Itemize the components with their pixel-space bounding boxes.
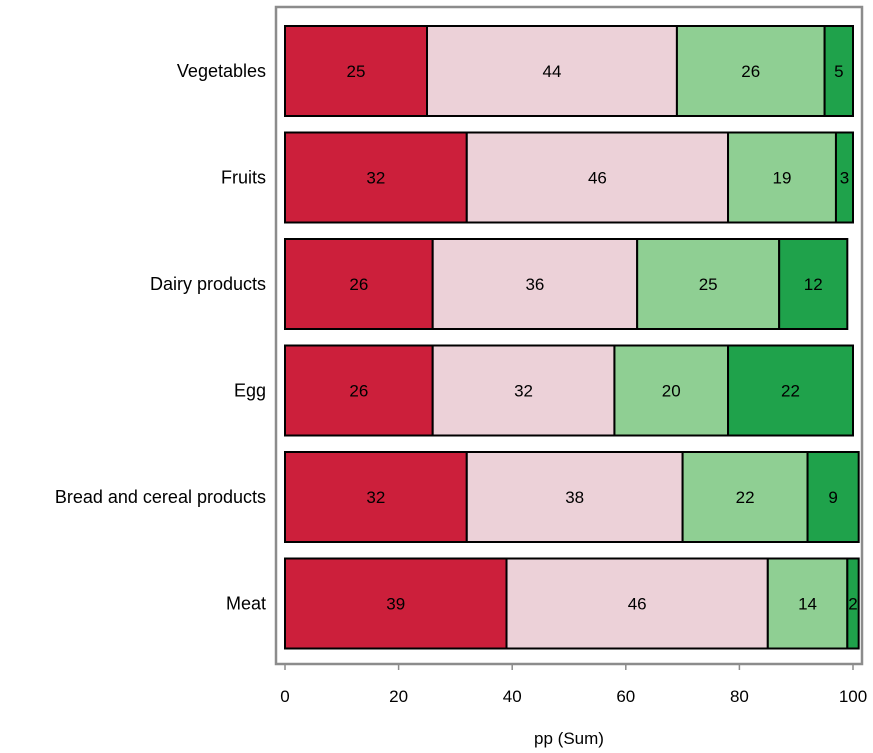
bar-segment-dairy-products-1: [431, 238, 639, 330]
category-label-dairy-products: Dairy products: [150, 274, 266, 294]
category-label-meat: Meat: [226, 594, 266, 614]
category-label-egg: Egg: [234, 381, 266, 401]
x-tick-label: 20: [389, 687, 408, 706]
bar-segment-vegetables-3: [823, 25, 854, 117]
data-label-fruits-3: 3: [840, 169, 849, 188]
bar-segment-fruits-3: [834, 131, 855, 224]
x-axis-title: pp (Sum): [534, 729, 604, 748]
bars-layer: 25 44 26 5 32 46 19 3 26 36 25 12 26 32 20 22 32 38 22 9 39 4…: [284, 25, 860, 650]
x-tick-label: 40: [503, 687, 522, 706]
x-axis: 0 20 40 60 80 100: [280, 664, 867, 706]
x-tick-label: 80: [730, 687, 749, 706]
bar-segment-fruits-2: [727, 131, 837, 224]
bar-segment-dairy-products-0: [284, 238, 434, 330]
data-label-vegetables-0: 25: [347, 62, 366, 81]
data-label-fruits-2: 19: [773, 169, 792, 188]
data-label-egg-0: 26: [349, 382, 368, 401]
data-label-dairy-products-0: 26: [349, 275, 368, 294]
bar-segment-vegetables-1: [426, 25, 678, 117]
bar-segment-bread-and-cereal-products-1: [465, 451, 684, 543]
data-label-bread-and-cereal-products-1: 38: [565, 488, 584, 507]
bar-segment-meat-2: [766, 557, 849, 650]
plot-area-frame: [274, 5, 864, 666]
bar-segment-egg-1: [431, 344, 616, 437]
bar-segment-egg-0: [284, 344, 434, 437]
x-tick-label: 100: [839, 687, 867, 706]
data-label-vegetables-1: 44: [542, 62, 561, 81]
data-label-dairy-products-1: 36: [525, 275, 544, 294]
bar-segment-vegetables-0: [284, 25, 428, 117]
data-label-vegetables-2: 26: [741, 62, 760, 81]
bar-segment-fruits-0: [284, 131, 468, 224]
data-label-dairy-products-3: 12: [804, 275, 823, 294]
data-label-meat-2: 14: [798, 595, 817, 614]
data-label-egg-2: 20: [662, 382, 681, 401]
bar-segment-meat-1: [505, 557, 769, 650]
bar-segment-fruits-1: [465, 131, 730, 224]
data-label-bread-and-cereal-products-0: 32: [366, 488, 385, 507]
x-tick-label: 60: [616, 687, 635, 706]
data-label-fruits-1: 46: [588, 169, 607, 188]
bar-segment-bread-and-cereal-products-0: [284, 451, 468, 543]
category-label-vegetables: Vegetables: [177, 61, 266, 81]
bar-segment-dairy-products-3: [778, 238, 849, 330]
category-label-fruits: Fruits: [221, 168, 266, 188]
data-label-bread-and-cereal-products-2: 22: [736, 488, 755, 507]
data-label-dairy-products-2: 25: [699, 275, 718, 294]
data-label-bread-and-cereal-products-3: 9: [828, 488, 837, 507]
data-label-meat-1: 46: [628, 595, 647, 614]
data-label-egg-3: 22: [781, 382, 800, 401]
bar-segment-bread-and-cereal-products-3: [806, 451, 860, 543]
category-labels: Vegetables Fruits Dairy products Egg Bread a…: [55, 61, 266, 614]
bar-segment-meat-3: [846, 557, 860, 650]
data-label-meat-0: 39: [386, 595, 405, 614]
bar-segment-egg-3: [727, 344, 854, 437]
category-label-bread-and-cereal-products: Bread and cereal products: [55, 487, 266, 507]
x-tick-label: 0: [280, 687, 289, 706]
bar-segment-meat-0: [284, 557, 508, 650]
data-label-meat-3: 2: [848, 595, 857, 614]
data-label-egg-1: 32: [514, 382, 533, 401]
data-label-fruits-0: 32: [366, 169, 385, 188]
bar-segment-bread-and-cereal-products-2: [681, 451, 809, 543]
data-label-vegetables-3: 5: [834, 62, 843, 81]
